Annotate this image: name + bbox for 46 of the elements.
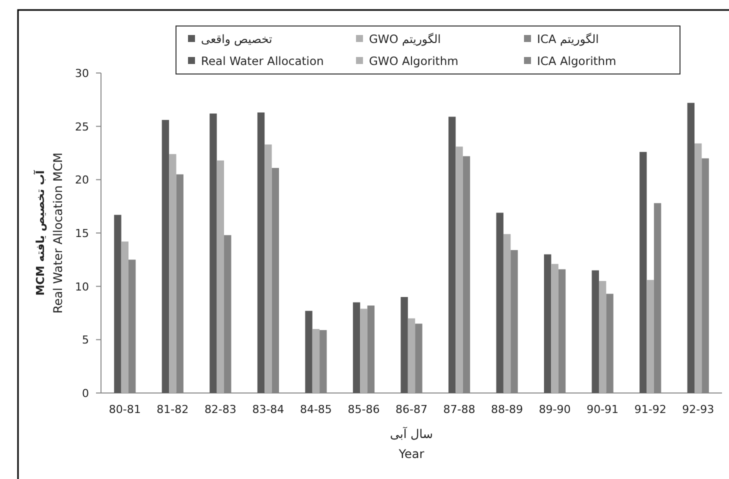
bar — [360, 308, 368, 393]
y-tick-label: 15 — [75, 227, 89, 240]
x-tick-label: 92-93 — [682, 403, 714, 416]
bar — [503, 234, 511, 393]
y-tick-label: 0 — [82, 387, 89, 400]
y-tick-label: 20 — [75, 174, 89, 187]
y-tick-label: 25 — [75, 120, 89, 134]
bar — [646, 280, 654, 393]
bar — [551, 264, 558, 393]
bar — [352, 302, 360, 393]
bar — [121, 242, 128, 393]
bar — [264, 144, 272, 393]
bar — [162, 120, 170, 393]
x-tick-label: 87-88 — [443, 403, 476, 416]
x-tick-label: 91-92 — [634, 403, 666, 416]
y-tick-label: 30 — [75, 67, 89, 80]
bar — [544, 254, 552, 393]
x-tick-label: 83-84 — [252, 403, 284, 416]
bar — [400, 297, 408, 393]
bar — [687, 102, 695, 393]
bar — [216, 160, 224, 393]
x-tick-label: 81-82 — [156, 403, 189, 416]
bar — [257, 112, 265, 393]
bar — [592, 270, 599, 393]
bar — [312, 329, 320, 393]
bar — [210, 114, 217, 393]
bar — [448, 116, 456, 393]
bar — [640, 152, 647, 393]
x-tick-label: 82-83 — [204, 403, 236, 416]
y-tick-label: 5 — [82, 334, 89, 347]
x-tick-label: 88-89 — [491, 403, 524, 416]
bar — [408, 318, 416, 393]
bar — [694, 143, 702, 393]
bar — [305, 310, 312, 393]
bar — [114, 214, 122, 393]
x-tick-label: 85-86 — [348, 403, 380, 416]
x-tick-label: 90-91 — [586, 403, 619, 416]
bar — [456, 146, 463, 393]
bar — [496, 212, 504, 393]
x-tick-label: 86-87 — [396, 403, 428, 416]
x-tick-label: 80-81 — [108, 403, 141, 416]
bar — [598, 281, 606, 393]
x-tick-label: 84-85 — [300, 403, 332, 416]
y-tick-label: 10 — [75, 280, 89, 294]
x-tick-label: 89-90 — [538, 403, 571, 416]
bar — [169, 154, 176, 393]
